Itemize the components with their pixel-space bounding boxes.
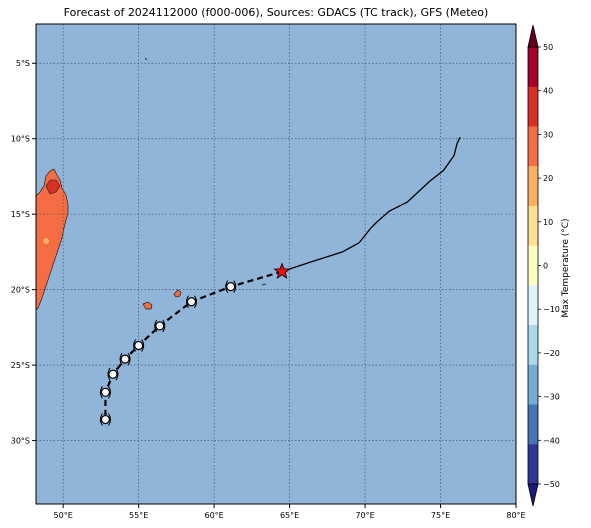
y-tick-label: 10°S — [11, 135, 30, 144]
x-tick-label: 60°E — [204, 511, 223, 520]
colorbar-tick-label: −20 — [543, 349, 560, 358]
colorbar-segment — [528, 205, 538, 247]
colorbar — [527, 24, 539, 507]
colorbar-segment — [528, 47, 538, 88]
current-position-star-icon — [273, 262, 291, 279]
y-tick-label: 5°S — [16, 59, 30, 68]
past-track-line — [281, 136, 461, 273]
colorbar-segment — [528, 126, 538, 167]
land-islet — [144, 57, 148, 61]
land-madagascar-highland — [45, 179, 61, 195]
colorbar-label: Max Temperature (°C) — [561, 218, 571, 318]
colorbar-segment — [528, 325, 538, 366]
longitude-ticks: 50°E 55°E 60°E 65°E 70°E 75°E 80°E — [54, 504, 526, 520]
colorbar-extend-bottom — [527, 483, 539, 507]
x-tick-label: 65°E — [280, 511, 299, 520]
y-tick-label: 15°S — [11, 210, 30, 219]
map-title: Forecast of 2024112000 (f000-006), Sourc… — [63, 6, 489, 19]
colorbar-tick-label: −30 — [543, 393, 560, 402]
colorbar-segment — [528, 166, 538, 207]
colorbar-tick-label: 30 — [543, 130, 553, 139]
map-frame — [35, 23, 517, 505]
ocean-area — [36, 24, 516, 504]
land-reunion — [142, 301, 153, 310]
colorbar-tick-label: −40 — [543, 436, 560, 445]
y-tick-label: 20°S — [11, 286, 30, 295]
cyclone-symbol-icon — [133, 339, 145, 352]
colorbar-extend-top — [527, 24, 539, 48]
cyclone-symbol-icon — [185, 295, 197, 309]
x-tick-label: 70°E — [355, 511, 374, 520]
cyclone-symbol-icon — [99, 413, 111, 426]
colorbar-ticks: 50 40 30 20 10 0 −10 −20 −30 −40 −50 — [538, 43, 560, 489]
colorbar-segment — [528, 364, 538, 406]
colorbar-tick-label: 40 — [543, 87, 553, 96]
y-tick-label: 25°S — [11, 361, 30, 370]
colorbar-segment — [528, 285, 538, 326]
cyclone-symbol-icon — [99, 386, 111, 399]
colorbar-segment — [528, 86, 538, 127]
colorbar-tick-label: 0 — [543, 262, 548, 271]
colorbar-segment — [528, 404, 538, 445]
cyclone-track — [99, 136, 461, 426]
cyclone-symbol-icon — [119, 352, 131, 366]
colorbar-tick-label: 50 — [543, 43, 553, 52]
colorbar-segment — [528, 444, 538, 485]
graticule — [36, 24, 517, 504]
cyclone-symbol-icon — [225, 280, 237, 293]
land-madagascar-spot — [43, 238, 49, 244]
land-rodrigues — [261, 283, 267, 286]
colorbar-tick-label: −50 — [543, 480, 560, 489]
cyclone-symbol-icon — [107, 367, 119, 381]
x-tick-label: 75°E — [431, 511, 450, 520]
cyclone-symbol-icon — [154, 319, 166, 333]
colorbar-segment — [528, 245, 538, 286]
x-tick-label: 55°E — [129, 511, 148, 520]
colorbar-tick-label: 10 — [543, 218, 553, 227]
y-tick-label: 30°S — [11, 437, 30, 446]
colorbar-tick-label: 20 — [543, 174, 553, 183]
land-mauritius — [173, 289, 182, 298]
x-tick-label: 50°E — [54, 511, 73, 520]
x-tick-label: 80°E — [506, 511, 525, 520]
latitude-ticks: 5°S 10°S 15°S 20°S 25°S 30°S — [11, 59, 36, 446]
colorbar-tick-label: −10 — [543, 305, 560, 314]
